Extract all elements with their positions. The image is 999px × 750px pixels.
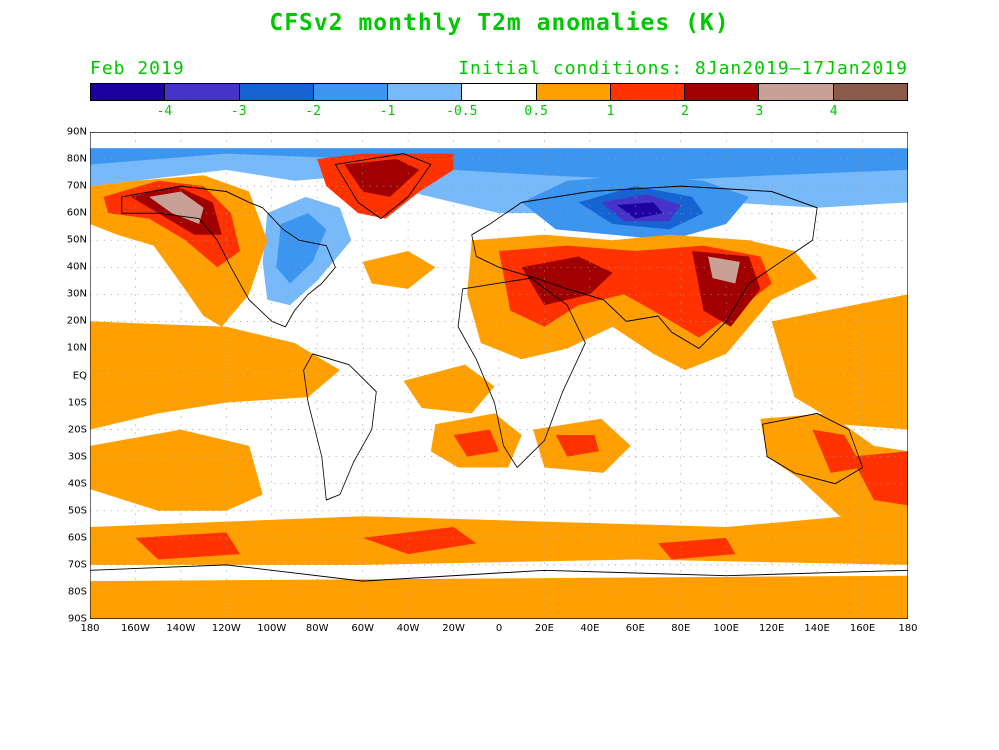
longitude-tick-label: 160W	[120, 623, 150, 634]
legend-tick-label: 3	[755, 104, 764, 119]
longitude-tick-label: 140W	[166, 623, 196, 634]
longitude-tick-label: 120W	[211, 623, 241, 634]
longitude-tick-label: 120E	[758, 623, 785, 634]
longitude-tick-label: 40E	[580, 623, 600, 634]
color-legend-bar	[90, 83, 908, 101]
legend-swatch	[462, 84, 537, 100]
legend-swatch	[165, 84, 240, 100]
legend-swatch	[388, 84, 463, 100]
warm-australia-core	[812, 429, 863, 473]
longitude-tick-label: 100W	[257, 623, 287, 634]
longitude-tick-label: 140E	[804, 623, 830, 634]
warm-southern-ocean-core-3	[658, 537, 736, 560]
longitude-tick-label: 180	[898, 623, 918, 634]
anomaly-map	[89, 131, 909, 620]
longitude-tick-label: 60W	[351, 623, 374, 634]
warm-south-pacific	[90, 429, 263, 511]
longitude-tick-label: 160E	[849, 623, 876, 634]
latitude-tick-label: 10N	[66, 342, 87, 354]
legend-tick-label: 0.5	[524, 104, 548, 119]
coastlines	[89, 153, 909, 582]
warm-east-asia	[692, 251, 761, 327]
warm-australia	[760, 413, 908, 538]
warm-tasman	[851, 451, 908, 506]
cold-siberia-min	[617, 202, 663, 219]
warm-eurasia-3	[521, 256, 613, 306]
legend-swatch	[685, 84, 760, 100]
map-gridlines	[90, 132, 908, 619]
legend-tick-label: -0.5	[446, 104, 478, 119]
legend-tick-label: -4	[156, 104, 173, 119]
legend-tick-label: 2	[680, 104, 689, 119]
warm-greenland-core	[344, 159, 420, 197]
latitude-tick-label: 80S	[67, 586, 87, 598]
latitude-tick-label: 60S	[67, 532, 87, 544]
warm-south-atlantic-core	[453, 429, 499, 457]
coast-south-america	[303, 353, 377, 501]
coast-antarctica	[89, 564, 909, 582]
longitude-tick-label: 20E	[534, 623, 554, 634]
legend-tick-label: -2	[305, 104, 321, 119]
legend-swatch	[833, 84, 907, 100]
coast-greenland	[334, 153, 432, 220]
initial-conditions-label: Initial conditions: 8Jan2019–17Jan2019	[458, 58, 908, 79]
coast-north-america	[121, 185, 336, 328]
legend-swatch	[536, 84, 611, 100]
warm-east-asia-core	[708, 256, 740, 284]
legend-swatch	[610, 84, 686, 100]
warm-southern-ocean-core-2	[362, 527, 477, 555]
legend-tick-label: 1	[606, 104, 615, 119]
latitude-tick-label: 30N	[66, 288, 87, 300]
latitude-tick-label: 30S	[67, 451, 87, 463]
legend-swatch	[759, 84, 834, 100]
warm-southern-ocean-core-1	[135, 532, 240, 560]
longitude-tick-label: 180	[80, 623, 100, 634]
longitude-tick-label: 60E	[625, 623, 645, 634]
latitude-tick-label: 90N	[66, 126, 87, 138]
longitude-tick-label: 80W	[305, 623, 329, 634]
latitude-tick-label: 70N	[66, 180, 87, 192]
valid-month-label: Feb 2019	[90, 58, 185, 79]
legend-tick-label: 4	[829, 104, 838, 119]
chart-title: CFSv2 monthly T2m anomalies (K)	[269, 10, 730, 36]
longitude-tick-label: 100E	[713, 623, 739, 634]
anomaly-map-svg	[89, 131, 909, 620]
warm-antarctica	[90, 575, 908, 619]
legend-swatch	[91, 84, 166, 100]
coast-africa	[457, 277, 586, 469]
legend-swatch	[239, 84, 314, 100]
coast-australia	[762, 412, 864, 485]
latitude-tick-label: 20N	[66, 315, 87, 327]
coast-eurasia	[471, 185, 818, 350]
legend-tick-label: -3	[230, 104, 247, 119]
latitude-tick-label: 20S	[67, 424, 87, 436]
longitude-tick-label: 0	[495, 623, 503, 634]
cold-north-america-core	[276, 213, 327, 284]
latitude-tick-label: 80N	[66, 153, 87, 165]
latitude-tick-label: 40N	[66, 261, 87, 273]
legend-swatch	[313, 84, 389, 100]
latitude-tick-label: 50N	[66, 234, 87, 246]
legend-tick-label: -1	[379, 104, 396, 119]
warm-indian-ocean-core	[555, 435, 599, 457]
warm-tropical-atlantic	[403, 364, 495, 414]
latitude-tick-label: EQ	[72, 370, 87, 381]
latitude-tick-label: 40S	[67, 478, 87, 490]
latitude-tick-label: 70S	[67, 559, 87, 571]
longitude-tick-label: 40W	[396, 623, 420, 634]
latitude-tick-label: 60N	[66, 207, 87, 219]
longitude-tick-label: 80E	[671, 623, 691, 634]
warm-north-atlantic	[362, 251, 436, 289]
longitude-tick-label: 20W	[442, 623, 465, 634]
warm-west-pacific	[771, 294, 908, 430]
warm-alaska-4	[149, 191, 204, 224]
latitude-tick-label: 50S	[67, 505, 87, 517]
latitude-tick-label: 10S	[67, 397, 87, 409]
latitude-tick-label: 90S	[67, 613, 87, 625]
